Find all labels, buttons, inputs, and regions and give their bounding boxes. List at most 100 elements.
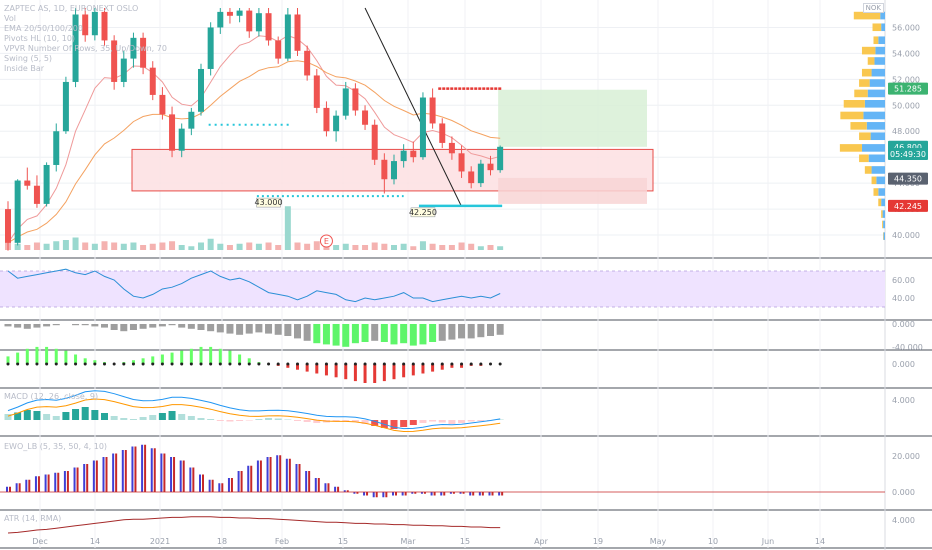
price-badge-label: 46.800 — [894, 143, 922, 152]
volume-bar — [24, 245, 31, 250]
osc2-bar — [25, 348, 29, 364]
ewo-bar-blue — [141, 444, 144, 492]
ewo-bar-blue — [285, 458, 288, 492]
osc2-dot — [296, 362, 299, 366]
candle-body — [419, 97, 426, 158]
candle-body — [82, 14, 89, 36]
atr-legend-label[interactable]: ATR (14, RMA) — [4, 514, 62, 523]
legend-vpvr[interactable]: VPVR Number Of Rows, 35, Up/Down, 70 — [4, 44, 167, 53]
osc1-tick: 0.000 — [892, 320, 915, 329]
rsi-line — [7, 268, 501, 303]
volume-bar — [62, 240, 69, 250]
vpvr-down-bar — [872, 23, 882, 32]
vpvr-down-bar — [882, 220, 884, 229]
ewo-legend-label[interactable]: EWO_LB (5, 35, 50, 4, 10) — [4, 442, 108, 451]
osc2-dot — [305, 362, 309, 366]
volume-bar — [304, 243, 311, 250]
legend-swing[interactable]: Swing (5, 5) — [4, 54, 53, 63]
currency-badge[interactable]: NOK — [862, 3, 884, 13]
legend-ema[interactable]: EMA 20/50/100/200 — [4, 24, 83, 33]
pivot-low-label-2-bg — [410, 207, 436, 218]
vpvr-down-bar — [859, 154, 869, 163]
x-tick-label: May — [650, 537, 667, 546]
symbol-title[interactable]: ZAPTEC AS, 1D, EURONEXT OSLO — [4, 4, 139, 13]
ewo-bar-red — [395, 492, 397, 496]
ewo-bar-blue — [314, 478, 317, 492]
ewo-bar-red — [66, 471, 69, 492]
vpvr-up-bar — [868, 154, 885, 163]
osc1-bar — [158, 324, 166, 327]
volume-bar — [149, 243, 156, 250]
ewo-bar-red — [28, 479, 31, 492]
osc2-bar — [315, 364, 319, 374]
ewo-bar-blue — [334, 486, 337, 492]
ewo-bar-red — [433, 492, 436, 496]
macd-hist-bar — [216, 420, 224, 421]
candle-body — [246, 10, 253, 32]
atr-legend: ATR (14, RMA) — [4, 514, 61, 524]
ewo-bar-red — [37, 476, 40, 492]
macd-hist-bar — [33, 411, 41, 420]
volume-bar — [410, 246, 417, 250]
vpvr-up-bar — [861, 144, 885, 152]
vpvr-down-bar — [853, 11, 881, 20]
x-tick-label: 19 — [593, 537, 603, 546]
ewo-bar-blue — [372, 492, 375, 498]
osc2-bar — [228, 350, 232, 364]
volume-bar — [439, 245, 446, 250]
macd-hist-bar — [255, 419, 263, 420]
volume-bar — [111, 242, 118, 250]
osc2-dot — [103, 362, 106, 366]
osc2-bar — [218, 348, 222, 364]
osc1-bar — [390, 324, 398, 345]
osc2-dot — [460, 362, 464, 366]
volume-bar — [487, 245, 494, 250]
osc2-dot — [45, 362, 49, 366]
vpvr-down-bar — [867, 57, 875, 65]
vpvr-up-bar — [864, 100, 885, 108]
vpvr-up-bar — [871, 166, 885, 174]
candle-body — [120, 58, 127, 82]
ewo-bar-red — [279, 455, 282, 492]
x-tick-label: Mar — [400, 537, 416, 546]
osc1-bar — [197, 324, 205, 330]
ewo-bar-red — [86, 464, 89, 492]
legend-pivots[interactable]: Pivots HL (10, 10) — [4, 34, 76, 43]
ewo-bar-red — [443, 492, 446, 496]
osc2-dot — [257, 362, 261, 366]
macd-hist-bar — [207, 419, 215, 420]
legend-vol[interactable]: Vol — [4, 14, 16, 23]
legend-inside-bar[interactable]: Inside Bar — [4, 64, 45, 73]
osc1-bar — [274, 324, 282, 335]
volume-bar — [120, 243, 127, 250]
vpvr-up-bar — [869, 79, 885, 87]
ewo-bar-red — [250, 465, 253, 492]
ewo-bar-red — [385, 492, 388, 498]
volume-bar — [313, 241, 320, 250]
macd-hist-bar — [361, 420, 369, 424]
ewo-bar-blue — [208, 479, 211, 492]
macd-legend-label[interactable]: MACD (12, 26, close, 9) — [4, 392, 99, 401]
volume-bar — [91, 243, 98, 250]
osc2-bar — [382, 364, 386, 382]
osc2-bar — [324, 364, 328, 376]
earnings-marker-label: E — [324, 237, 329, 246]
osc2-dot — [392, 362, 396, 366]
ewo-bar-red — [115, 453, 118, 492]
macd-hist-bar — [91, 410, 99, 420]
vpvr-down-bar — [850, 122, 867, 130]
candle-body — [14, 180, 21, 243]
osc2-dot — [218, 362, 222, 366]
candle-body — [362, 110, 369, 125]
macd-hist-bar — [178, 414, 186, 420]
candle-body — [352, 88, 359, 111]
ewo-bar-red — [134, 446, 137, 492]
ewo-bar-red — [337, 486, 340, 492]
candle-body — [477, 163, 484, 184]
osc2-dot — [431, 362, 435, 366]
osc2-bar — [151, 356, 155, 364]
osc2-bar — [238, 354, 242, 364]
macd-hist-bar — [313, 420, 321, 423]
osc1-bar — [294, 324, 301, 339]
